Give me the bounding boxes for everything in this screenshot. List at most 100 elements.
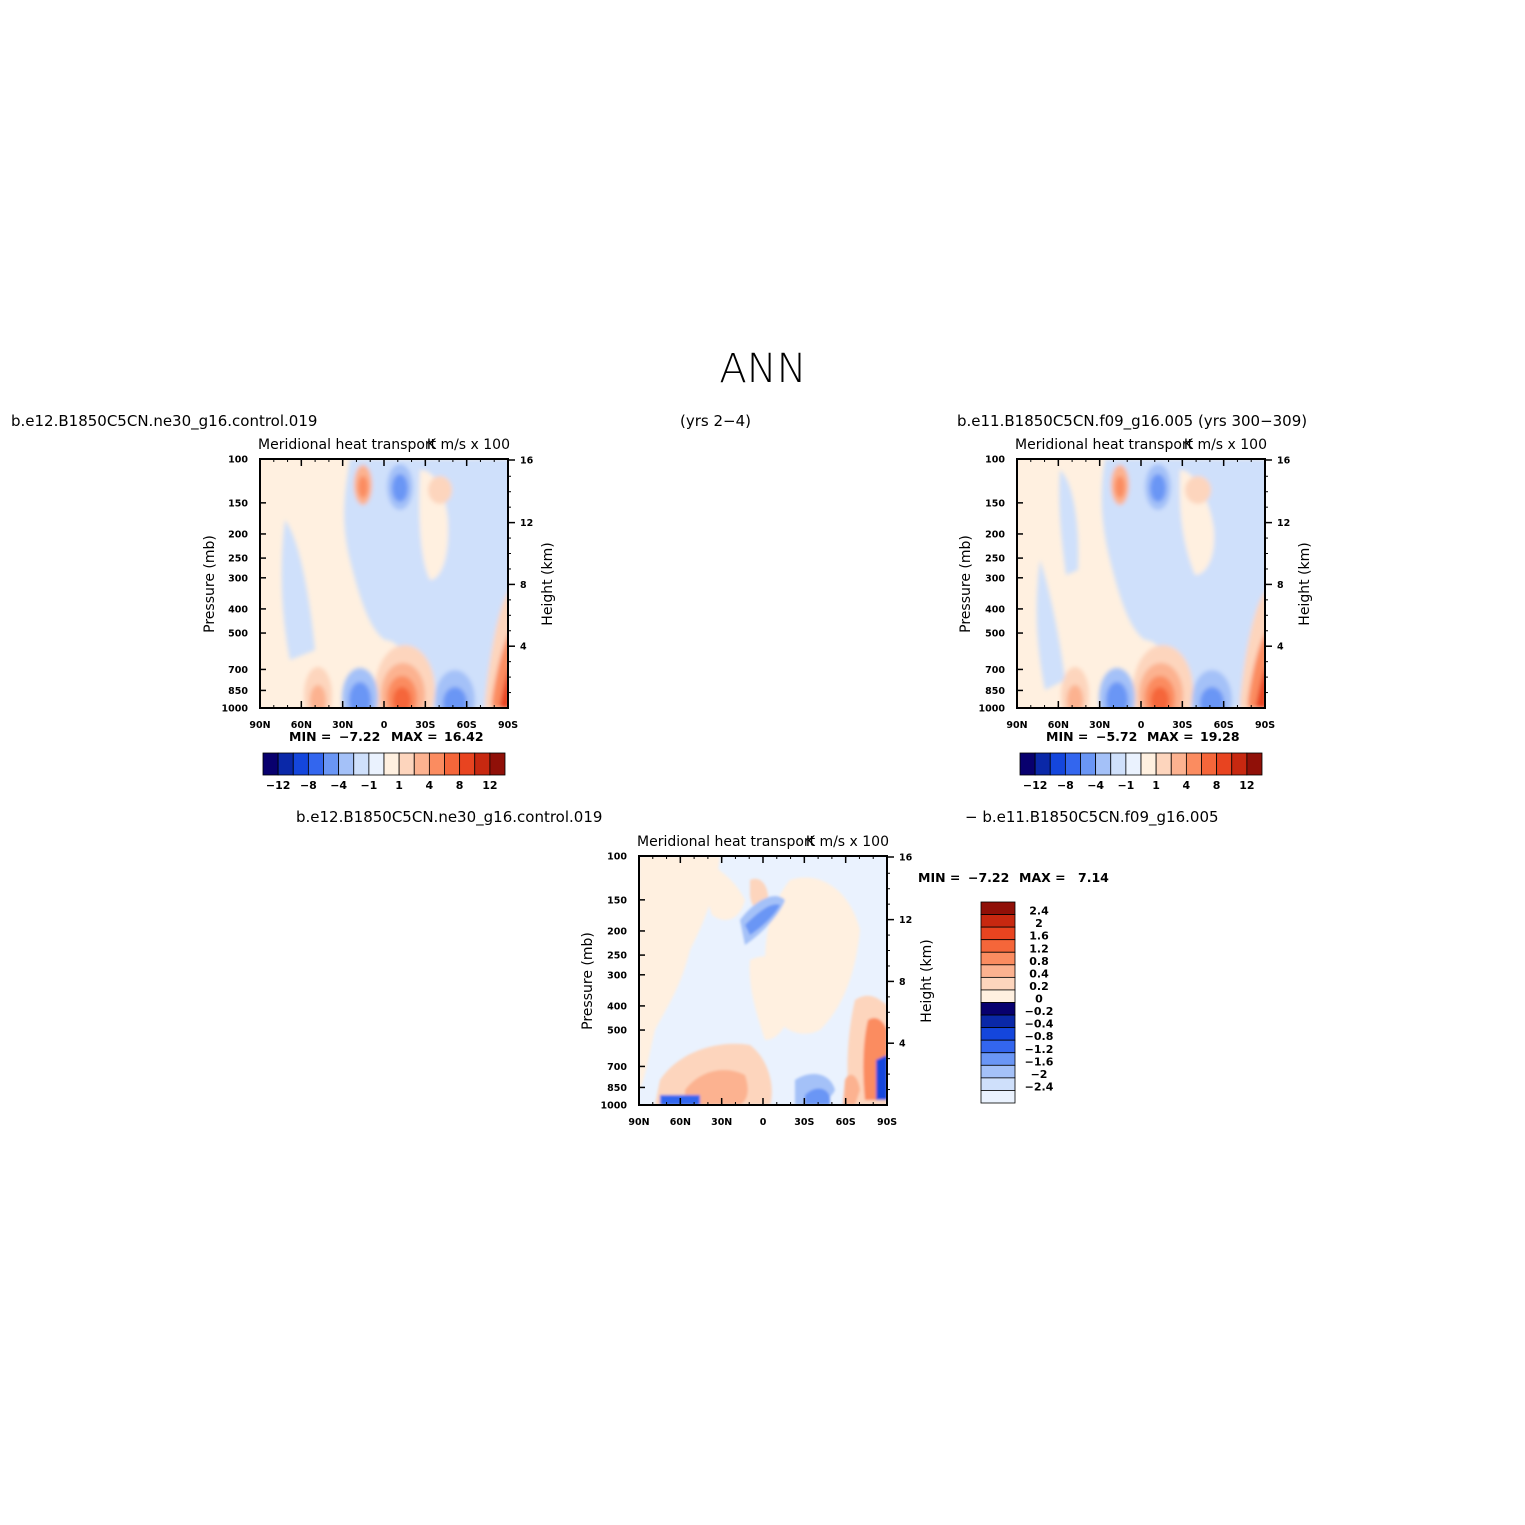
max-label: MAX = [391,729,438,744]
y-ticks: 100 150 200 250 300 400 500 700 850 1000 [601,852,645,1112]
x-tick-label: 60S [1214,720,1234,731]
y-tick-label: 300 [228,573,248,584]
colorbar-label: −1.6 [1025,1055,1054,1068]
colorbar-label: 4 [426,779,434,792]
colorbar-box [459,752,476,776]
x-tick-label: 30S [415,720,435,731]
y-tick-label: 850 [985,686,1005,697]
colorbar-box [980,964,1016,978]
colorbar-box [1155,752,1172,776]
colorbar-box [980,1090,1016,1104]
colorbar-box [489,752,506,776]
y-tick-label: 250 [985,554,1005,565]
y-right-tick-label: 16 [899,853,913,864]
x-tick-label: 60N [291,720,312,731]
colorbar-label: −0.8 [1025,1030,1054,1043]
colorbar-box [980,1039,1016,1054]
y-axis-label-right: Height (km) [540,542,556,625]
colorbar-box [1216,752,1233,776]
colorbar-label: −0.4 [1025,1018,1054,1031]
main-title: ANN [719,346,806,392]
diff-label-right: − b.e11.B1850C5CN.f09_g16.005 [965,808,1219,827]
colorbar-label: −4 [330,779,347,792]
colorbar-box [980,901,1016,915]
x-tick-label: 30S [794,1117,814,1128]
y-tick-label: 150 [607,895,627,906]
x-tick-label: 90S [877,1117,897,1128]
colorbar-box [323,752,340,776]
colorbar-label: 1 [395,779,403,792]
x-tick-label: 60S [836,1117,856,1128]
y-right-tick-label: 4 [1277,642,1284,653]
colorbar-box [277,752,294,776]
colorbar-label: −1 [360,779,377,792]
x-tick-label: 90N [1006,720,1027,731]
colorbar-box [1201,752,1218,776]
colorbar-box [444,752,461,776]
colorbar-label: −1.2 [1025,1043,1054,1056]
panel-units: K m/s x 100 [806,834,889,850]
contour-blobs [1036,459,1265,708]
panel-units: K m/s x 100 [1184,437,1267,453]
y-axis-label-right: Height (km) [919,939,935,1022]
y-tick-label: 700 [985,665,1005,676]
colorbar: 2.421.61.20.80.40.20−0.2−0.4−0.8−1.2−1.6… [980,901,1054,1104]
y-right-tick-label: 16 [1277,456,1291,467]
colorbar-label: 0.4 [1029,967,1049,980]
y-right-tick-label: 12 [899,915,912,926]
colorbar-label: 0 [1035,993,1043,1006]
y-ticks-right: 16 12 8 4 [887,853,913,1091]
max-value: 16.42 [444,729,484,744]
x-tick-label: 90N [628,1117,649,1128]
min-value: −7.22 [968,870,1009,885]
colorbar-box [413,752,430,776]
y-tick-label: 200 [228,529,248,540]
colorbar-box [474,752,491,776]
colorbar-box [1170,752,1187,776]
colorbar-box [1140,752,1157,776]
colorbar-label: 8 [1213,779,1221,792]
y-axis-label: Pressure (mb) [202,535,218,633]
colorbar-box [980,1002,1016,1016]
y-tick-label: 300 [607,970,627,981]
colorbar-box [980,989,1016,1003]
y-right-tick-label: 8 [1277,580,1284,591]
y-tick-label: 1000 [979,704,1006,715]
y-tick-label: 250 [607,951,627,962]
colorbar-box [980,951,1016,966]
x-tick-label: 0 [381,720,388,731]
max-label: MAX = [1019,870,1066,885]
colorbar-label: 1 [1152,779,1160,792]
x-tick-label: 90S [1255,720,1275,731]
y-tick-label: 500 [607,1026,627,1037]
y-right-tick-label: 8 [520,580,527,591]
colorbar-box [307,752,324,776]
x-tick-label: 90N [249,720,270,731]
colorbar-box [980,939,1016,953]
min-label: MIN = [289,729,331,744]
colorbar: −12 −8 −4 −1 1 4 8 12 [1019,752,1263,792]
colorbar-box [353,752,370,776]
y-tick-label: 250 [228,554,248,565]
colorbar-box [292,752,309,776]
colorbar-box [980,1077,1016,1091]
y-tick-label: 200 [985,529,1005,540]
x-tick-label: 0 [760,1117,767,1128]
colorbar-label: 12 [1239,779,1254,792]
colorbar-box [368,752,385,776]
y-tick-label: 500 [228,629,248,640]
y-tick-label: 400 [228,604,248,615]
y-right-tick-label: 12 [520,518,533,529]
y-ticks: 100 150 200 250 300 400 500 700 850 1000 [222,455,266,715]
y-tick-label: 700 [228,665,248,676]
y-tick-label: 150 [985,498,1005,509]
colorbar-box [1080,752,1097,776]
y-axis-label: Pressure (mb) [580,932,596,1030]
colorbar-label: −8 [1057,779,1074,792]
colorbar-box [980,1064,1016,1079]
colorbar: −12 −8 −4 −1 1 4 8 12 [262,752,506,792]
y-right-tick-label: 4 [899,1039,906,1050]
colorbar-box [1110,752,1127,776]
contour-blobs [639,856,887,1105]
